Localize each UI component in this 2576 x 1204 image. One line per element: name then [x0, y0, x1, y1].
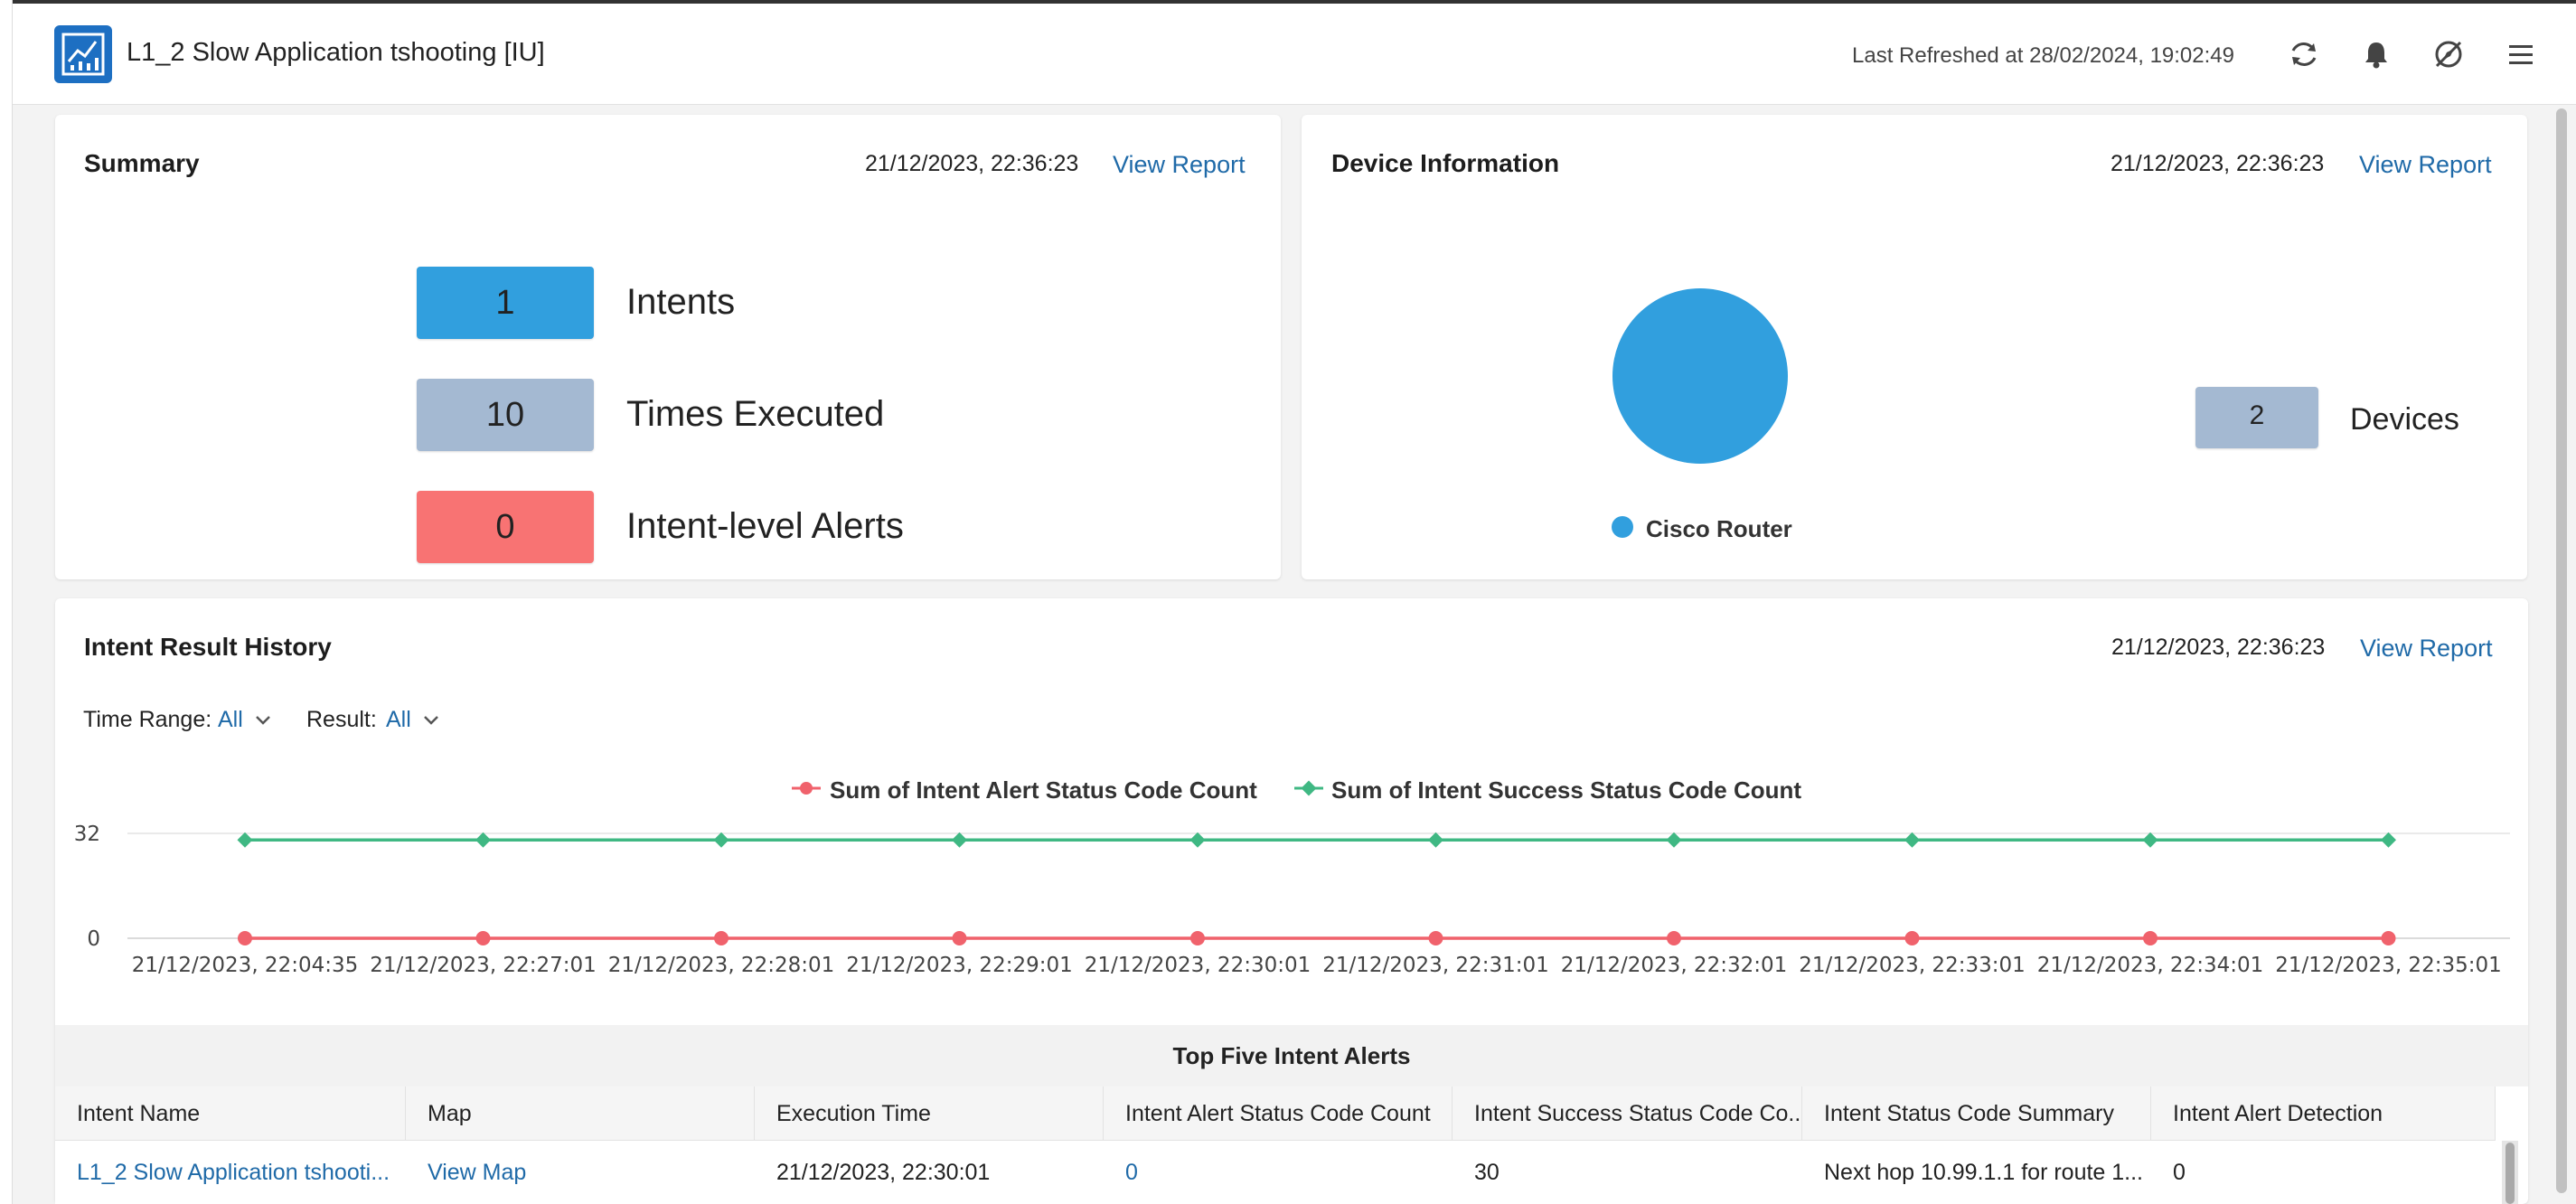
alert-data-point — [2143, 931, 2158, 945]
summary-card: Summary 21/12/2023, 22:36:23 View Report… — [55, 115, 1281, 579]
bell-icon[interactable] — [2358, 36, 2394, 72]
column-header-alert-count[interactable]: Intent Alert Status Code Count — [1104, 1086, 1453, 1141]
time-range-dropdown[interactable]: All — [218, 707, 273, 733]
alert-series-legend-marker — [792, 782, 821, 795]
summary-view-report-link[interactable]: View Report — [1113, 151, 1246, 178]
column-header-status-summary[interactable]: Intent Status Code Summary — [1802, 1086, 2151, 1141]
device-pie-chart — [1612, 288, 1788, 464]
success-data-point — [713, 832, 729, 848]
column-header-success-count[interactable]: Intent Success Status Code Co... — [1453, 1086, 1802, 1141]
no-compass-icon[interactable] — [2430, 36, 2467, 72]
alert-series-legend-label: Sum of Intent Alert Status Code Count — [830, 776, 1257, 804]
device-info-date: 21/12/2023, 22:36:23 — [2111, 151, 2325, 176]
chevron-down-icon — [255, 716, 270, 725]
page-scrollbar[interactable] — [2551, 105, 2572, 1204]
success-data-point — [1189, 832, 1206, 848]
x-tick-label: 21/12/2023, 22:04:35 — [132, 954, 358, 977]
execution-time-cell: 21/12/2023, 22:30:01 — [776, 1160, 991, 1185]
summary-date: 21/12/2023, 22:36:23 — [865, 151, 1079, 176]
alert-data-point — [1190, 931, 1205, 945]
intent-alerts-count: 0 — [417, 491, 594, 563]
column-header-intent-name[interactable]: Intent Name — [55, 1086, 406, 1141]
device-info-view-report-link[interactable]: View Report — [2359, 151, 2492, 178]
alert-count-link[interactable]: 0 — [1125, 1160, 1138, 1185]
column-header-alert-detection[interactable]: Intent Alert Detection — [2151, 1086, 2496, 1141]
success-series-legend-marker — [1294, 780, 1323, 796]
alert-data-point — [1667, 931, 1681, 945]
history-view-report-link[interactable]: View Report — [2360, 635, 2493, 662]
history-title: Intent Result History — [84, 633, 332, 661]
refresh-icon[interactable] — [2286, 36, 2322, 72]
device-info-title: Device Information — [1331, 149, 1560, 177]
success-data-point — [1428, 832, 1443, 848]
alert-data-point — [2381, 931, 2396, 945]
success-series-legend-label: Sum of Intent Success Status Code Count — [1331, 776, 1802, 804]
device-info-card: Device Information 21/12/2023, 22:36:23 … — [1302, 115, 2527, 579]
alert-data-point — [1428, 931, 1443, 945]
success-data-point — [952, 832, 967, 848]
result-value: All — [386, 707, 411, 732]
devices-count: 2 — [2195, 387, 2318, 448]
y-tick-label: 0 — [87, 927, 100, 951]
success-data-point — [475, 832, 491, 848]
x-tick-label: 21/12/2023, 22:30:01 — [1085, 954, 1311, 977]
intents-count: 1 — [417, 267, 594, 339]
table-row: L1_2 Slow Application tshooti... View Ma… — [55, 1141, 2496, 1204]
status-summary-cell: Next hop 10.99.1.1 for route 1... — [1824, 1160, 2144, 1185]
x-tick-label: 21/12/2023, 22:31:01 — [1322, 954, 1548, 977]
dashboard-chart-icon — [54, 25, 112, 83]
x-tick-label: 21/12/2023, 22:32:01 — [1561, 954, 1787, 977]
alert-data-point — [1904, 931, 1920, 945]
page-title: L1_2 Slow Application tshooting [IU] — [127, 38, 545, 67]
success-count-cell: 30 — [1474, 1160, 1500, 1185]
view-map-link[interactable]: View Map — [428, 1160, 527, 1185]
window-edge — [0, 0, 13, 1204]
top-five-alerts-title: Top Five Intent Alerts — [55, 1025, 2528, 1086]
app-header: L1_2 Slow Application tshooting [IU] Las… — [13, 4, 2576, 105]
cisco-router-legend-label: Cisco Router — [1646, 515, 1792, 542]
x-tick-label: 21/12/2023, 22:33:01 — [1799, 954, 2025, 977]
success-data-point — [2381, 832, 2396, 848]
pie-slice-cisco-router — [1612, 288, 1788, 464]
intent-history-line-chart: 32 0 21/12/2023, 22:04:35 21/12/2023, 22:27… — [74, 823, 2510, 977]
alert-data-point — [475, 931, 491, 945]
success-data-point — [1904, 832, 1920, 848]
table-header: Intent Name Map Execution Time Intent Al… — [55, 1086, 2496, 1141]
times-executed-count: 10 — [417, 379, 594, 451]
x-tick-label: 21/12/2023, 22:27:01 — [370, 954, 596, 977]
x-tick-label: 21/12/2023, 22:29:01 — [846, 954, 1072, 977]
time-range-label: Time Range: — [83, 707, 212, 732]
x-tick-label: 21/12/2023, 22:34:01 — [2037, 954, 2263, 977]
column-header-execution-time[interactable]: Execution Time — [755, 1086, 1104, 1141]
result-dropdown[interactable]: All — [386, 707, 441, 733]
intent-alerts-label: Intent-level Alerts — [626, 506, 904, 546]
times-executed-label: Times Executed — [626, 394, 885, 434]
chevron-down-icon — [423, 716, 438, 725]
summary-title: Summary — [84, 149, 200, 177]
x-tick-label: 21/12/2023, 22:28:01 — [608, 954, 834, 977]
success-data-point — [237, 832, 253, 848]
table-scrollbar[interactable] — [2502, 1141, 2518, 1204]
alert-data-point — [714, 931, 729, 945]
alert-data-point — [238, 931, 252, 945]
intents-label: Intents — [626, 282, 736, 322]
column-header-map[interactable]: Map — [406, 1086, 755, 1141]
devices-label: Devices — [2350, 402, 2459, 437]
intent-name-link[interactable]: L1_2 Slow Application tshooti... — [77, 1160, 390, 1185]
history-date: 21/12/2023, 22:36:23 — [2111, 635, 2326, 660]
last-refreshed-text: Last Refreshed at 28/02/2024, 19:02:49 — [1852, 43, 2234, 68]
success-data-point — [1666, 832, 1682, 848]
x-tick-label: 21/12/2023, 22:35:01 — [2275, 954, 2501, 977]
alert-detection-cell: 0 — [2173, 1160, 2186, 1185]
menu-icon[interactable] — [2503, 36, 2539, 72]
alert-data-point — [952, 931, 967, 945]
success-data-point — [2142, 832, 2158, 848]
result-label: Result: — [306, 707, 377, 732]
y-tick-label: 32 — [74, 823, 100, 846]
cisco-router-legend-dot — [1612, 516, 1633, 538]
time-range-value: All — [218, 707, 243, 732]
